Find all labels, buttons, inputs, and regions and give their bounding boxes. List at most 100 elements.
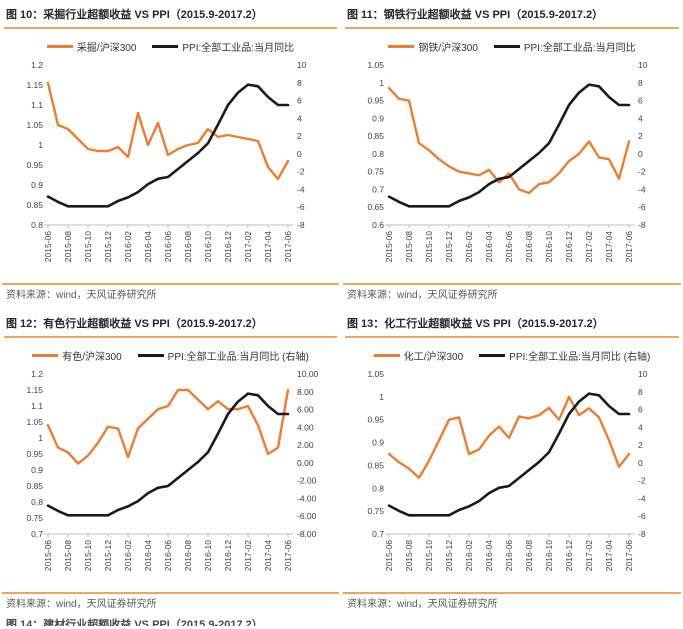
svg-text:2016-12: 2016-12 <box>564 231 574 262</box>
svg-text:0.8: 0.8 <box>31 497 43 507</box>
svg-text:2015-10: 2015-10 <box>83 231 93 262</box>
legend-line-icon-orange <box>373 353 400 357</box>
svg-text:2015-06: 2015-06 <box>43 540 53 571</box>
svg-text:2016-02: 2016-02 <box>123 540 133 571</box>
source-note: 资料来源：wind，天风证券研究所 <box>347 290 498 301</box>
svg-text:2016-08: 2016-08 <box>524 540 534 571</box>
svg-text:2016-08: 2016-08 <box>183 231 193 262</box>
svg-text:4: 4 <box>638 422 643 432</box>
figure-title: 图 12：有色行业超额收益 VS PPI（2015.9-2017.2） <box>6 318 263 330</box>
svg-text:2: 2 <box>297 131 302 141</box>
legend-item: PPI:全部工业品:当月同比 (右轴) <box>137 348 309 363</box>
svg-text:2: 2 <box>638 440 643 450</box>
legend-item: 有色/沪深300 <box>32 348 122 363</box>
svg-text:2017-06: 2017-06 <box>283 540 293 571</box>
svg-text:-2: -2 <box>638 476 646 486</box>
svg-text:2016-10: 2016-10 <box>544 231 554 262</box>
svg-text:2015-12: 2015-12 <box>444 231 454 262</box>
figure-block-12: 图 12：有色行业超额收益 VS PPI（2015.9-2017.2） 有色/沪… <box>0 309 341 618</box>
figure-title: 图 10：采掘行业超额收益 VS PPI（2015.9-2017.2） <box>6 9 263 21</box>
svg-text:0.9: 0.9 <box>372 438 384 448</box>
legend-item: 采掘/沪深300 <box>46 39 137 54</box>
svg-text:2015-06: 2015-06 <box>43 231 53 262</box>
legend-item: PPI:全部工业品:当月同比 <box>493 39 636 54</box>
svg-text:1.05: 1.05 <box>367 369 384 379</box>
svg-text:-2.00: -2.00 <box>297 476 317 486</box>
svg-text:0.95: 0.95 <box>367 96 384 106</box>
legend-label: PPI:全部工业品:当月同比 (右轴) <box>167 351 309 363</box>
title-divider <box>4 27 337 29</box>
svg-text:2016-06: 2016-06 <box>504 540 514 571</box>
legend-line-icon-orange <box>46 44 73 48</box>
svg-text:1.05: 1.05 <box>26 417 43 427</box>
svg-text:2016-04: 2016-04 <box>484 540 494 571</box>
legend-label: PPI:全部工业品:当月同比 <box>182 42 295 54</box>
svg-text:0.95: 0.95 <box>26 449 43 459</box>
svg-text:0: 0 <box>297 149 302 159</box>
svg-text:1: 1 <box>38 433 43 443</box>
svg-text:0.75: 0.75 <box>26 513 43 523</box>
svg-text:2016-12: 2016-12 <box>564 540 574 571</box>
svg-text:1: 1 <box>379 78 384 88</box>
svg-text:4: 4 <box>638 113 643 123</box>
svg-text:1.15: 1.15 <box>26 385 43 395</box>
title-divider <box>4 336 337 338</box>
svg-text:1.1: 1.1 <box>31 401 43 411</box>
svg-text:-4: -4 <box>638 184 646 194</box>
svg-text:2015-08: 2015-08 <box>404 540 414 571</box>
chart-legend: 有色/沪深300 PPI:全部工业品:当月同比 (右轴) <box>0 348 341 363</box>
legend-line-icon-orange <box>388 44 415 48</box>
svg-text:2017-06: 2017-06 <box>624 231 634 262</box>
svg-text:2016-02: 2016-02 <box>464 231 474 262</box>
svg-text:2016-08: 2016-08 <box>183 540 193 571</box>
svg-text:0.7: 0.7 <box>372 529 384 539</box>
legend-item: 钢铁/沪深300 <box>388 39 478 54</box>
svg-text:2015-06: 2015-06 <box>384 231 394 262</box>
svg-text:0.75: 0.75 <box>367 506 384 516</box>
legend-label: 采掘/沪深300 <box>76 42 137 54</box>
source-divider <box>2 283 339 285</box>
chart-legend: 采掘/沪深300 PPI:全部工业品:当月同比 <box>0 39 341 54</box>
legend-label: PPI:全部工业品:当月同比 <box>523 42 636 54</box>
svg-text:2016-06: 2016-06 <box>504 231 514 262</box>
svg-text:2016-04: 2016-04 <box>484 231 494 262</box>
svg-text:-8: -8 <box>297 220 305 230</box>
svg-text:2015-08: 2015-08 <box>63 540 73 571</box>
svg-text:8: 8 <box>297 78 302 88</box>
next-figure-title-clipped: 图 14：建材行业超额收益 VS PPI（2015.9-2017.2） <box>6 619 263 626</box>
svg-text:2015-08: 2015-08 <box>404 231 414 262</box>
svg-text:2016-02: 2016-02 <box>123 231 133 262</box>
legend-item: PPI:全部工业品:当月同比 (右轴) <box>479 348 650 363</box>
svg-text:8: 8 <box>638 78 643 88</box>
svg-text:-2: -2 <box>297 167 305 177</box>
svg-text:2015-10: 2015-10 <box>424 231 434 262</box>
svg-text:0.00: 0.00 <box>297 458 314 468</box>
svg-text:0.85: 0.85 <box>367 131 384 141</box>
svg-text:2016-10: 2016-10 <box>203 231 213 262</box>
svg-text:6: 6 <box>638 405 643 415</box>
svg-text:2015-06: 2015-06 <box>384 540 394 571</box>
svg-text:1.05: 1.05 <box>26 120 43 130</box>
legend-line-icon-black <box>152 44 179 48</box>
line-chart-canvas-steel: 1.0510.950.90.850.80.750.70.650.61086420… <box>367 60 648 262</box>
svg-text:2016-02: 2016-02 <box>464 540 474 571</box>
svg-text:10: 10 <box>638 60 648 70</box>
svg-text:2017-04: 2017-04 <box>604 231 614 262</box>
svg-text:1.1: 1.1 <box>31 100 43 110</box>
svg-text:2016-06: 2016-06 <box>163 231 173 262</box>
title-divider <box>345 27 679 29</box>
svg-text:0.85: 0.85 <box>26 200 43 210</box>
svg-text:2016-04: 2016-04 <box>143 540 153 571</box>
source-divider <box>343 283 681 285</box>
svg-text:6: 6 <box>297 96 302 106</box>
svg-text:2015-10: 2015-10 <box>424 540 434 571</box>
svg-text:-6: -6 <box>638 511 646 521</box>
svg-text:0.9: 0.9 <box>31 465 43 475</box>
line-chart-canvas-chemicals: 1.05 1 0.95 0.9 0.85 0.8 0.75 0.7 10 8 6 4 2 0 -2 -4 -6 -… <box>367 369 647 571</box>
svg-text:2017-04: 2017-04 <box>604 540 614 571</box>
svg-text:4.00: 4.00 <box>297 422 314 432</box>
svg-text:0.9: 0.9 <box>31 180 43 190</box>
svg-text:-6: -6 <box>297 202 305 212</box>
svg-text:0.85: 0.85 <box>26 481 43 491</box>
svg-text:1.2: 1.2 <box>31 369 43 379</box>
